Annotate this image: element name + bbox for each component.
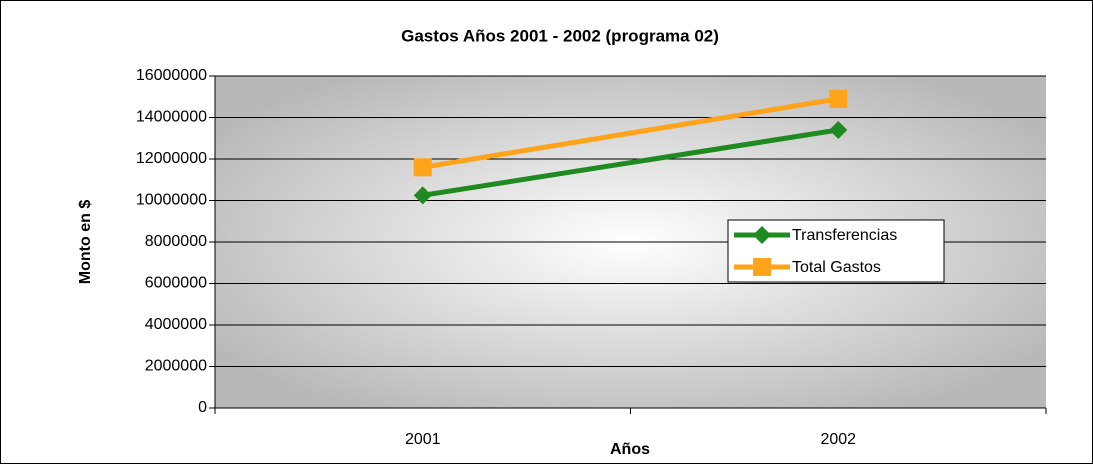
x-tick-label: 2002 [820,431,856,448]
y-tick-label: 12000000 [136,150,207,167]
x-axis-label: Años [610,441,650,458]
marker [413,158,432,177]
y-axis-label: Monto en $ [77,200,94,285]
series-line [422,127,839,198]
chart-title: Gastos Años 2001 - 2002 (programa 02) [401,26,719,45]
marker [829,89,848,108]
y-tick-label: 14000000 [136,109,207,126]
y-tick-label: 6000000 [145,275,207,292]
y-tick-label: 2000000 [145,358,207,375]
legend-marker [753,226,771,244]
legend-label: Transferencias [792,227,897,244]
marker [753,258,771,276]
series-line [422,96,839,170]
marker [753,226,771,244]
legend-marker [753,258,771,276]
marker [413,186,432,205]
legend-label: Total Gastos [792,259,881,276]
y-tick-label: 0 [198,399,207,416]
marker [829,120,848,139]
y-tick-label: 8000000 [145,233,207,250]
y-tick-label: 10000000 [136,192,207,209]
x-tick-label: 2001 [405,431,441,448]
y-tick-label: 4000000 [145,316,207,333]
y-tick-label: 16000000 [136,67,207,84]
